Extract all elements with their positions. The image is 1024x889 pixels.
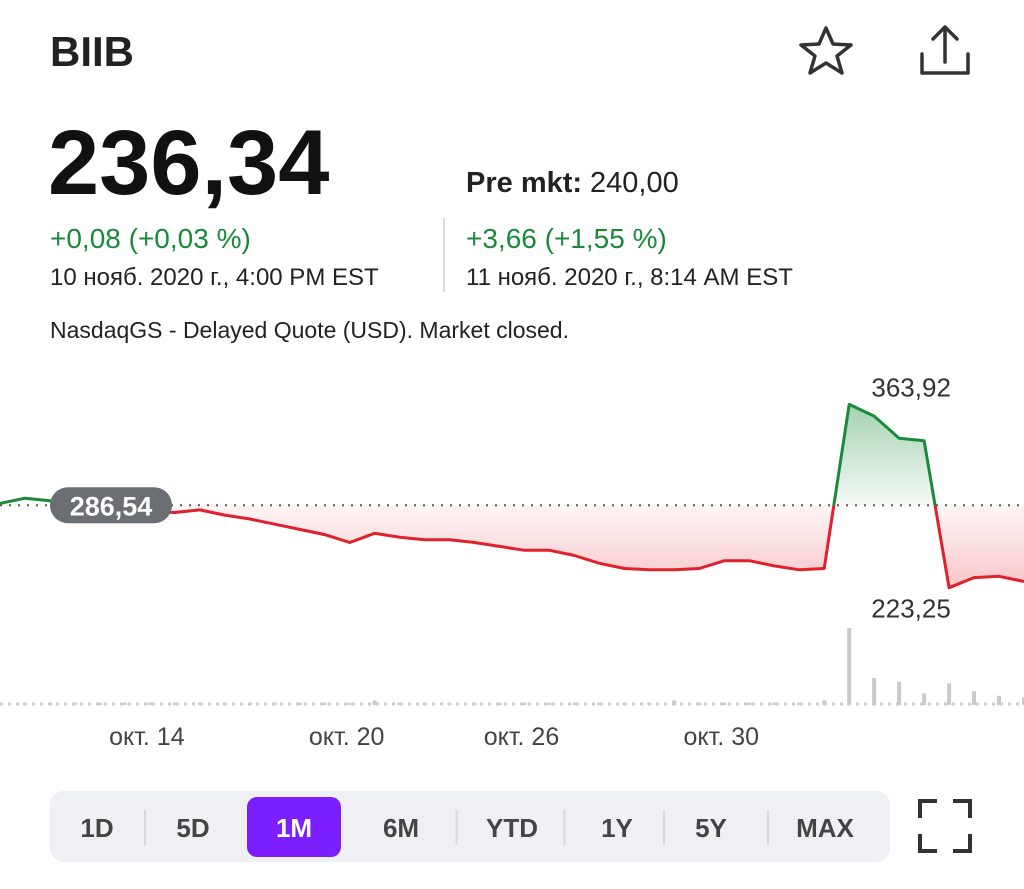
range-buttons: 1D 5D 1M 6M YTD 1Y 5Y MAX	[80, 797, 855, 857]
volume-bar	[597, 702, 602, 705]
close-time: 10 нояб. 2020 г., 4:00 PM EST	[50, 264, 379, 291]
range-button[interactable]: 1M	[276, 813, 312, 843]
reference-label: 286,54	[70, 491, 153, 521]
volume-bar	[272, 702, 277, 705]
volume-bar	[397, 702, 402, 705]
volume-bar	[772, 702, 777, 705]
volume-bar	[472, 702, 477, 705]
range-button[interactable]: 1D	[80, 813, 113, 843]
volume-bar	[847, 628, 852, 705]
favorite-icon[interactable]	[799, 26, 853, 75]
low-label: 223,25	[871, 594, 951, 624]
volume-bar	[247, 702, 252, 705]
volume-bar	[197, 702, 202, 705]
range-button[interactable]: MAX	[796, 813, 854, 843]
high-label: 363,92	[871, 372, 951, 402]
volume-bar	[647, 702, 652, 705]
price-chart: 286,54 363,92 223,25 окт. 14 окт. 20 окт. 26 о…	[0, 372, 1024, 751]
x-tick-label: окт. 26	[484, 723, 560, 751]
price-line	[0, 402, 1024, 590]
volume-bar	[172, 702, 177, 705]
pre-market-label: Pre mkt:	[466, 167, 582, 199]
price-area	[0, 404, 1024, 588]
volume-bar	[72, 702, 77, 705]
x-tick-label: окт. 30	[684, 723, 760, 751]
x-tick-label: окт. 20	[309, 723, 385, 751]
change: +0,08 (+0,03 %)	[50, 223, 251, 254]
volume-bar	[22, 702, 27, 705]
pre-market: Pre mkt: 240,00	[466, 167, 679, 199]
pre-market-change: +3,66 (+1,55 %)	[466, 223, 667, 254]
volume-bar	[622, 702, 627, 705]
volume-bar	[747, 702, 752, 705]
range-button[interactable]: 1Y	[601, 813, 633, 843]
market-note: NasdaqGS - Delayed Quote (USD). Market c…	[50, 317, 569, 343]
range-button[interactable]: 5D	[176, 813, 209, 843]
volume-bar	[497, 702, 502, 705]
volume-bar	[47, 702, 52, 705]
volume-bar	[122, 702, 127, 705]
volume-bar	[872, 678, 877, 705]
fullscreen-icon[interactable]	[918, 799, 972, 853]
volume-bar	[972, 691, 977, 705]
price: 236,34	[48, 112, 329, 214]
volume-bar	[547, 702, 552, 705]
volume-bar	[522, 702, 527, 705]
pre-market-price: 240,00	[590, 167, 679, 199]
volume-bar	[922, 693, 927, 705]
volume-bar	[722, 702, 727, 705]
range-button[interactable]: YTD	[486, 813, 538, 843]
reference-pill	[50, 487, 172, 524]
volume-bar	[447, 702, 452, 705]
volume-bar	[422, 702, 427, 705]
volume-bar	[297, 702, 302, 705]
ticker: BIIB	[50, 28, 134, 75]
range-selected	[247, 797, 341, 857]
volume-bar	[322, 702, 327, 705]
volume-bar	[222, 702, 227, 705]
share-icon[interactable]	[920, 25, 970, 75]
volume-bar	[697, 702, 702, 705]
volume-bar	[1022, 697, 1024, 705]
volume-bar	[997, 695, 1002, 705]
volume-bar	[347, 702, 352, 705]
volume-bar	[822, 700, 827, 705]
volume-bar	[897, 681, 902, 705]
x-tick-label: окт. 14	[109, 723, 185, 751]
range-button[interactable]: 6M	[383, 813, 419, 843]
volume-bar	[797, 702, 802, 705]
volume-bar	[572, 702, 577, 705]
volume-bar	[147, 702, 152, 705]
volume-bar	[672, 700, 677, 705]
volume-bar	[97, 702, 102, 705]
volume-bar	[372, 700, 377, 705]
volume-bar	[0, 702, 2, 705]
pre-market-time: 11 нояб. 2020 г., 8:14 AM EST	[466, 264, 793, 291]
range-button[interactable]: 5Y	[695, 813, 727, 843]
volume-bar	[947, 683, 952, 705]
